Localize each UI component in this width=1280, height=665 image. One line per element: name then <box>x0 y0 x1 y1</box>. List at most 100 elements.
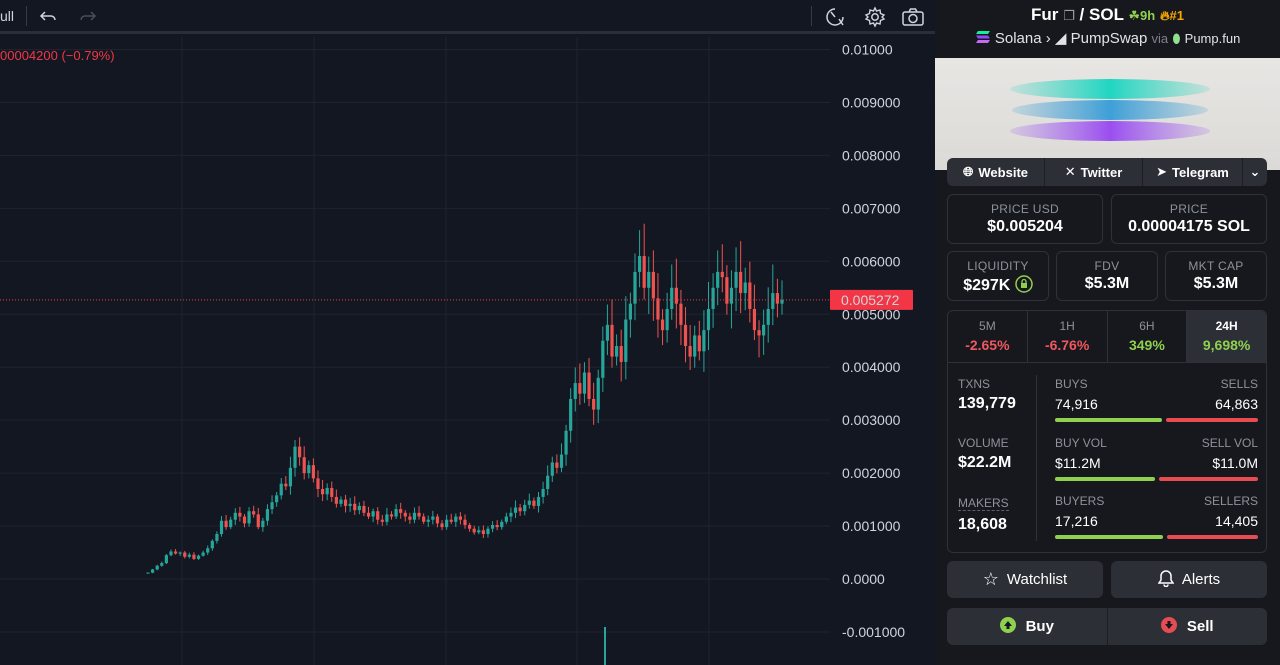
launchpad-name[interactable]: Pump.fun <box>1184 31 1241 46</box>
chain-name[interactable]: Solana <box>994 30 1042 47</box>
indicator-label[interactable]: ull <box>0 8 15 24</box>
y-tick-label: 0.001000 <box>842 518 901 534</box>
candle <box>573 383 577 399</box>
candle <box>247 511 251 524</box>
twitter-button[interactable]: ✕ Twitter <box>1045 158 1143 186</box>
candle <box>279 483 283 496</box>
twitter-label: Twitter <box>1080 164 1123 180</box>
token-banner <box>935 58 1280 170</box>
candle <box>426 519 430 522</box>
website-button[interactable]: 🌐︎ Website <box>947 158 1045 186</box>
buyers-label: BUYERS <box>1055 494 1105 508</box>
copy-icon[interactable]: ❐ <box>1063 8 1075 23</box>
candle <box>624 319 628 362</box>
candle <box>394 509 398 517</box>
price-sol-box: PRICE 0.00004175 SOL <box>1111 194 1267 244</box>
globe-icon: 🌐︎ <box>962 164 974 179</box>
gear-icon[interactable] <box>863 5 887 29</box>
undo-icon[interactable] <box>36 5 60 29</box>
base-token: Fur <box>1031 5 1059 24</box>
candle <box>183 552 187 557</box>
candle <box>711 287 715 309</box>
pair-age: 9h <box>1140 8 1156 23</box>
change-value: -2.65% <box>965 337 1010 353</box>
sell-button[interactable]: Sell <box>1108 608 1268 645</box>
candle <box>619 346 623 362</box>
candle <box>743 282 747 294</box>
alerts-button[interactable]: Alerts <box>1111 561 1267 598</box>
candle <box>431 516 435 520</box>
pair-route: Solana › ◢ PumpSwap via ⬮ Pump.fun <box>935 29 1280 48</box>
lock-icon[interactable] <box>1015 275 1033 298</box>
candle <box>532 500 536 506</box>
star-icon: ☆ <box>982 569 999 589</box>
candle <box>771 293 775 309</box>
dex-name[interactable]: PumpSwap <box>1070 30 1148 47</box>
tab-label: 5M <box>979 319 996 333</box>
candle <box>219 520 224 534</box>
trending-rank[interactable]: #1 <box>1169 8 1184 23</box>
candle <box>275 495 279 503</box>
candle <box>343 499 348 506</box>
buyers-sellers-metric: BUYERS SELLERS 17,216 14,405 <box>1055 494 1258 539</box>
volume-metric: VOLUME $22.2M <box>958 436 1011 472</box>
camera-icon[interactable] <box>901 5 925 29</box>
speed-icon[interactable] <box>823 5 847 29</box>
tab-6h[interactable]: 6H 349% <box>1108 311 1188 362</box>
candle <box>582 372 587 394</box>
sellers-label: SELLERS <box>1203 494 1258 508</box>
tab-1h[interactable]: 1H -6.76% <box>1028 311 1108 362</box>
candle <box>637 256 642 272</box>
via-label: via <box>1151 31 1169 46</box>
liquidity-value-row: $297K <box>948 275 1048 298</box>
redo-icon[interactable] <box>76 5 100 29</box>
current-price-text: 0.005272 <box>841 292 900 308</box>
candle <box>702 330 706 352</box>
candle <box>546 475 550 489</box>
candle <box>670 287 674 309</box>
candle <box>601 340 605 378</box>
chevron-down-icon: ⌄ <box>1249 164 1261 179</box>
txns-value: 139,779 <box>958 395 1016 412</box>
change-value: 349% <box>1128 337 1165 353</box>
candle <box>206 548 210 553</box>
buy-bar <box>1055 535 1164 539</box>
alerts-label: Alerts <box>1181 571 1221 588</box>
candle <box>541 488 545 497</box>
candle <box>164 555 168 564</box>
volume-value: $22.2M <box>958 454 1012 471</box>
candle <box>739 271 743 294</box>
candle <box>752 308 757 331</box>
pair-title: Fur ❐ / SOL ☘9h 🔥︎#1 <box>935 5 1280 25</box>
toolbar-divider <box>26 6 27 26</box>
candle <box>160 563 164 566</box>
candle <box>288 467 293 487</box>
candle <box>445 519 449 528</box>
arrow-up-icon <box>999 616 1016 637</box>
candle <box>357 505 361 511</box>
watchlist-button[interactable]: ☆ Watchlist <box>947 561 1103 598</box>
tab-5m[interactable]: 5M -2.65% <box>948 311 1028 362</box>
y-tick-label: 0.003000 <box>842 412 901 428</box>
txns-metric: TXNS 139,779 <box>958 377 1016 413</box>
pair-separator: / <box>1079 5 1085 24</box>
more-links-button[interactable]: ⌄ <box>1243 158 1267 186</box>
candle <box>642 256 646 288</box>
chart-pane[interactable]: ull 0.01000 0.009000 0.008000 0.007000 0.006… <box>0 0 935 665</box>
candle <box>366 512 371 517</box>
candle <box>242 516 247 524</box>
telegram-button[interactable]: ➤ Telegram <box>1143 158 1243 186</box>
candle <box>550 462 554 476</box>
candle <box>307 465 311 474</box>
quote-token: SOL <box>1089 5 1124 24</box>
price-chart[interactable]: 0.01000 0.009000 0.008000 0.007000 0.006000 0… <box>0 37 935 665</box>
candle <box>481 530 485 534</box>
candle <box>592 398 596 410</box>
buy-button[interactable]: Buy <box>947 608 1108 645</box>
buyers-value: 17,216 <box>1055 513 1098 529</box>
candle <box>408 516 412 520</box>
fdv-value: $5.3M <box>1084 275 1130 292</box>
candle <box>458 516 463 520</box>
tab-24h[interactable]: 24H 9,698% <box>1187 311 1266 362</box>
candle <box>463 519 467 525</box>
